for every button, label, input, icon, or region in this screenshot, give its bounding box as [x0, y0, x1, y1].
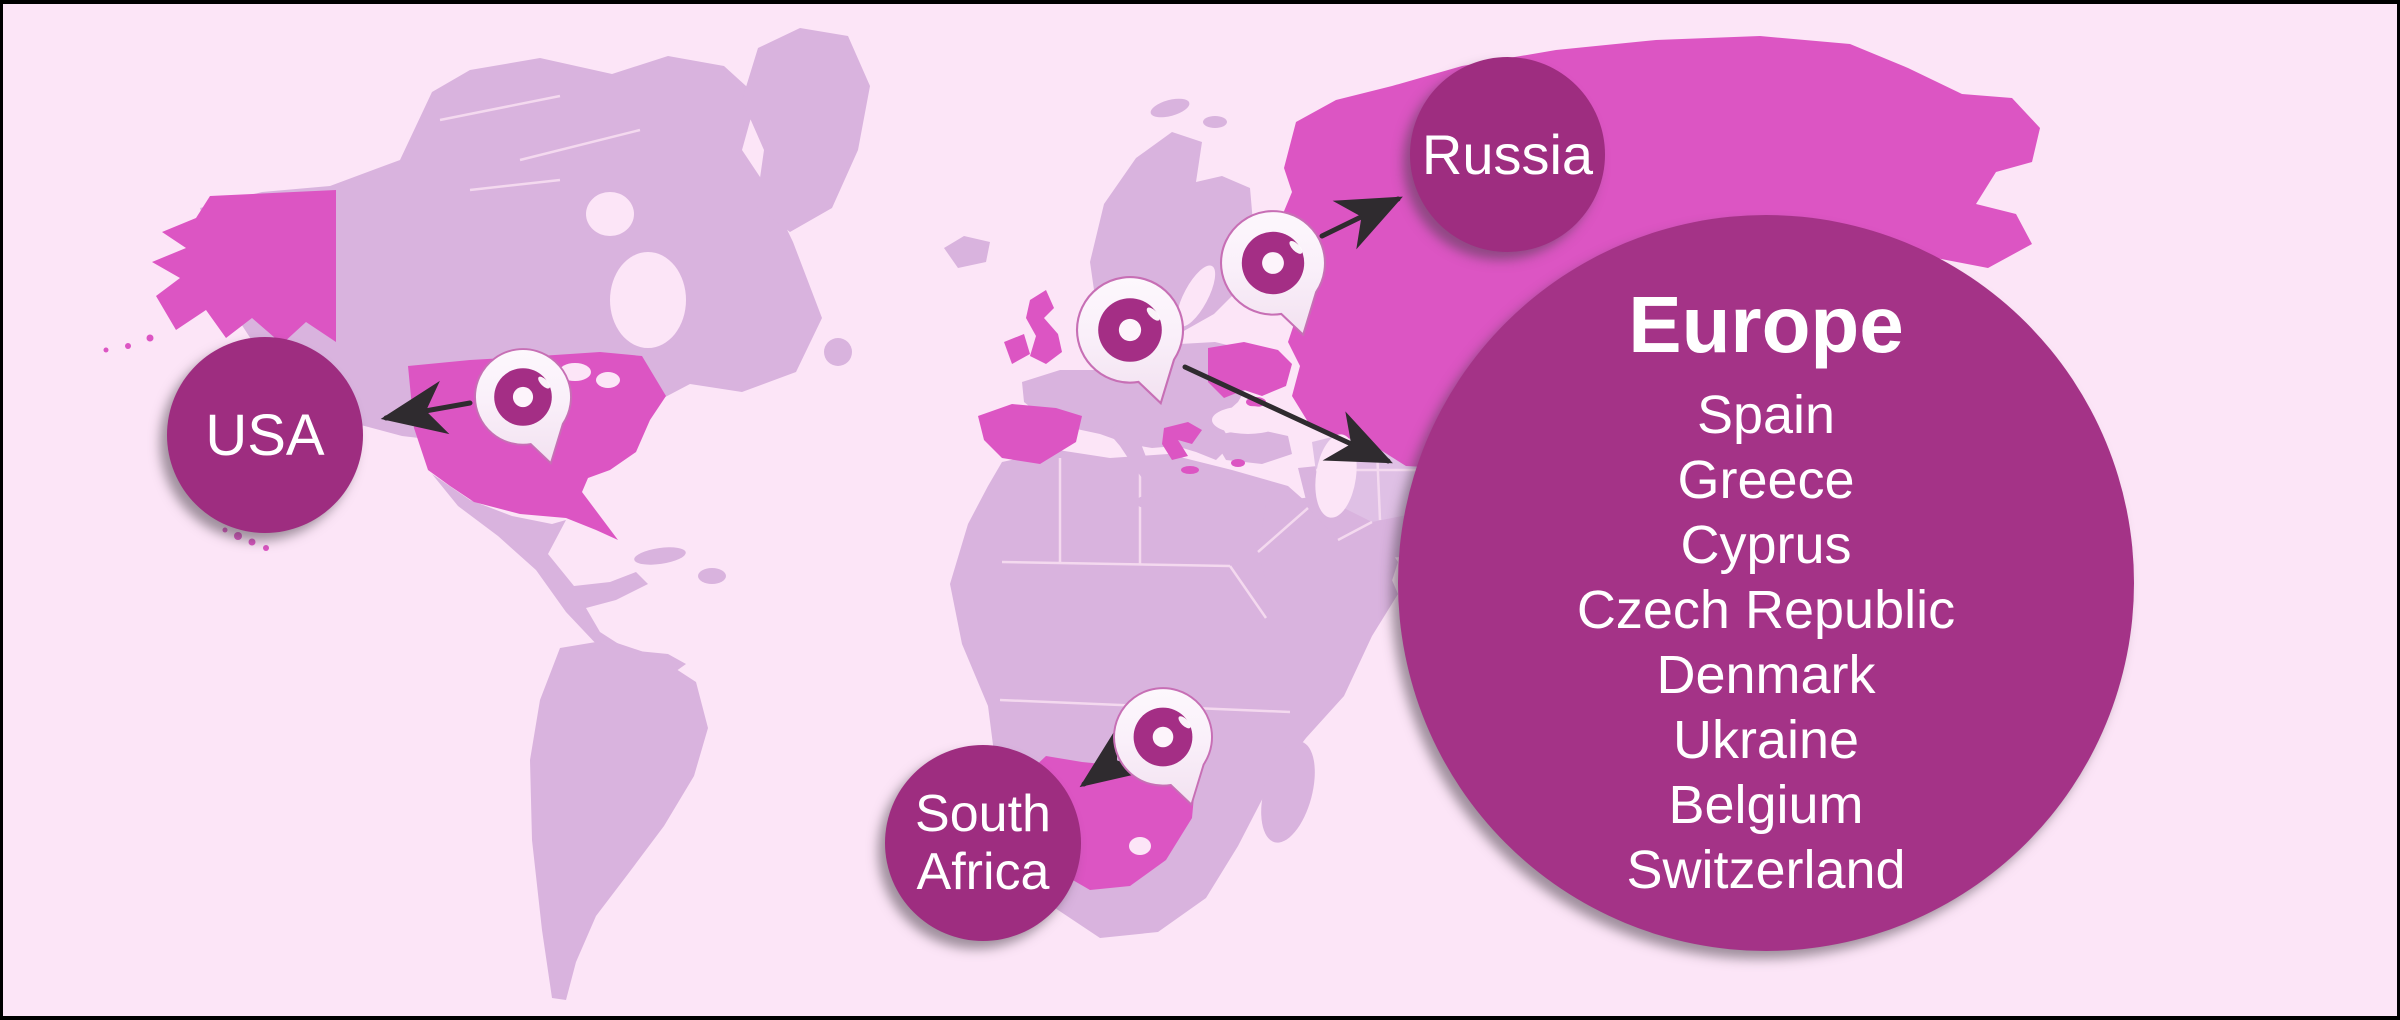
arrow-south-africa [1079, 727, 1149, 788]
hawaii-island [234, 532, 242, 540]
frame-left [0, 0, 3, 1020]
europe-country-item: Spain [1696, 385, 1836, 445]
connector-arrows [380, 196, 1403, 788]
frame-right [2397, 0, 2400, 1020]
hudson-bay [610, 252, 686, 348]
region-greece [1162, 422, 1202, 460]
great-lake [596, 372, 620, 388]
europe-title: Europe [1628, 280, 1904, 369]
black-sea [1212, 406, 1284, 434]
continents [200, 28, 1446, 1000]
region-iceland [944, 236, 990, 268]
location-pin-icon [1113, 687, 1213, 807]
pin-highlight [1289, 240, 1303, 254]
aleutian-island [146, 334, 154, 342]
region-iberia [978, 404, 1082, 464]
frame-top [0, 0, 2400, 4]
aleutian-island [125, 343, 131, 349]
region-crete [1181, 466, 1199, 474]
callout-circle-europe: Europe Spain Greece Cyprus Czech Republi… [1398, 215, 2134, 951]
callout-circle-usa: USA [167, 337, 363, 533]
europe-country-item: Belgium [1668, 775, 1864, 835]
region-uk [1026, 290, 1062, 364]
region-turkey [1212, 428, 1292, 464]
europe-country-item: Denmark [1656, 645, 1876, 705]
callout-label-russia: Russia [1421, 123, 1594, 186]
region-alaska [152, 190, 336, 344]
region-ireland [1004, 334, 1030, 364]
arctic-channel [586, 192, 634, 236]
pin-hole [1262, 252, 1284, 274]
region-cuba [634, 547, 686, 565]
callout-circle-south-africa: South Africa [885, 745, 1081, 941]
region-lesotho [1129, 837, 1151, 855]
arctic-island-lines [439, 94, 641, 192]
arrow-russia [1319, 196, 1403, 250]
europe-country-item: Ukraine [1672, 710, 1860, 770]
callout-circle-russia: Russia [1410, 57, 1605, 252]
pin-highlight [538, 376, 551, 389]
frame-bottom [0, 1016, 2400, 1020]
asia-borders [1257, 425, 1444, 553]
europe-country-item: Switzerland [1626, 840, 1906, 900]
region-newfoundland [824, 338, 852, 366]
location-pin-icon [1075, 276, 1185, 406]
region-mexico-central-america [432, 474, 686, 674]
region-sicily [1136, 496, 1156, 508]
region-cyprus [1231, 459, 1245, 467]
europe-country-item: Greece [1677, 450, 1855, 510]
callout-label-south-africa: South Africa [915, 785, 1051, 901]
hawaii-island [263, 545, 269, 551]
region-svalbard-east [1203, 116, 1227, 128]
location-pin-icon [1219, 210, 1327, 337]
location-pins [474, 210, 1327, 807]
region-south-america [530, 640, 708, 1000]
aleutian-island [103, 347, 109, 353]
region-greenland [742, 28, 870, 232]
baltic-sea [1176, 265, 1216, 327]
hawaii-island [222, 527, 228, 533]
region-svalbard [1150, 98, 1190, 118]
arrow-europe [1182, 364, 1393, 464]
location-pin-icon [474, 348, 572, 466]
region-madagascar [1261, 741, 1315, 843]
africa-borders [999, 456, 1291, 714]
region-hispaniola [698, 568, 726, 584]
region-canada [200, 56, 822, 452]
hawaii-island [248, 538, 256, 546]
pin-highlight [1178, 716, 1191, 729]
europe-country-item: Cyprus [1680, 515, 1852, 575]
region-ukraine [1208, 342, 1292, 398]
arrow-usa [380, 380, 473, 435]
europe-country-item: Czech Republic [1576, 580, 1956, 640]
pin-hole [1152, 726, 1174, 748]
pin-hole [1118, 318, 1142, 342]
pin-hole [512, 386, 534, 408]
region-italy [1108, 424, 1166, 496]
callout-label-usa: USA [205, 402, 325, 468]
pin-highlight [1146, 307, 1160, 321]
